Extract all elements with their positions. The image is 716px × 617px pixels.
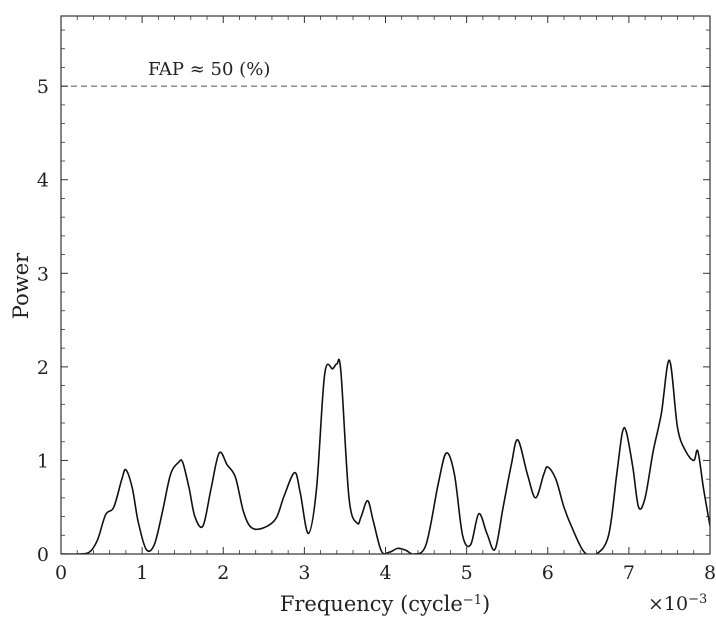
- axes: 0 1 2 3 4 5 6 7 8 0 1 2 3 4 5: [37, 15, 716, 584]
- x-axis-title-main: Frequency (cycle: [280, 592, 463, 616]
- x-tick-label-7: 7: [623, 562, 635, 584]
- x-tick-label-5: 5: [461, 562, 473, 584]
- fap-annotation: FAP ≈ 50 (%): [148, 59, 270, 80]
- x-tick-label-6: 6: [542, 562, 554, 584]
- x-tick-label-4: 4: [379, 562, 391, 584]
- x-axis-multiplier-base: ×10: [648, 593, 688, 615]
- y-tick-label-4: 4: [37, 170, 49, 192]
- x-tick-label-2: 2: [217, 562, 229, 584]
- x-axis-multiplier: ×10−3: [648, 592, 707, 616]
- y-tick-label-2: 2: [37, 357, 49, 379]
- x-tick-label-0: 0: [55, 562, 67, 584]
- plot-area: [61, 85, 710, 554]
- x-tick-label-8: 8: [704, 562, 716, 584]
- x-tick-label-3: 3: [298, 562, 310, 584]
- y-tick-label-1: 1: [37, 450, 49, 472]
- x-axis-title: Frequency (cycle−1): [280, 592, 490, 616]
- y-axis-title: Power: [9, 252, 33, 319]
- plot-frame: [60, 15, 711, 555]
- x-tick-label-1: 1: [136, 562, 148, 584]
- x-axis-multiplier-exponent: −3: [688, 592, 707, 607]
- y-tick-label-0: 0: [37, 544, 49, 566]
- x-axis-title-superscript: −1: [463, 593, 482, 608]
- power-spectrum-line-0: [61, 358, 710, 554]
- x-axis-title-close: ): [482, 592, 490, 616]
- y-tick-label-5: 5: [37, 76, 49, 98]
- y-tick-label-3: 3: [37, 263, 49, 285]
